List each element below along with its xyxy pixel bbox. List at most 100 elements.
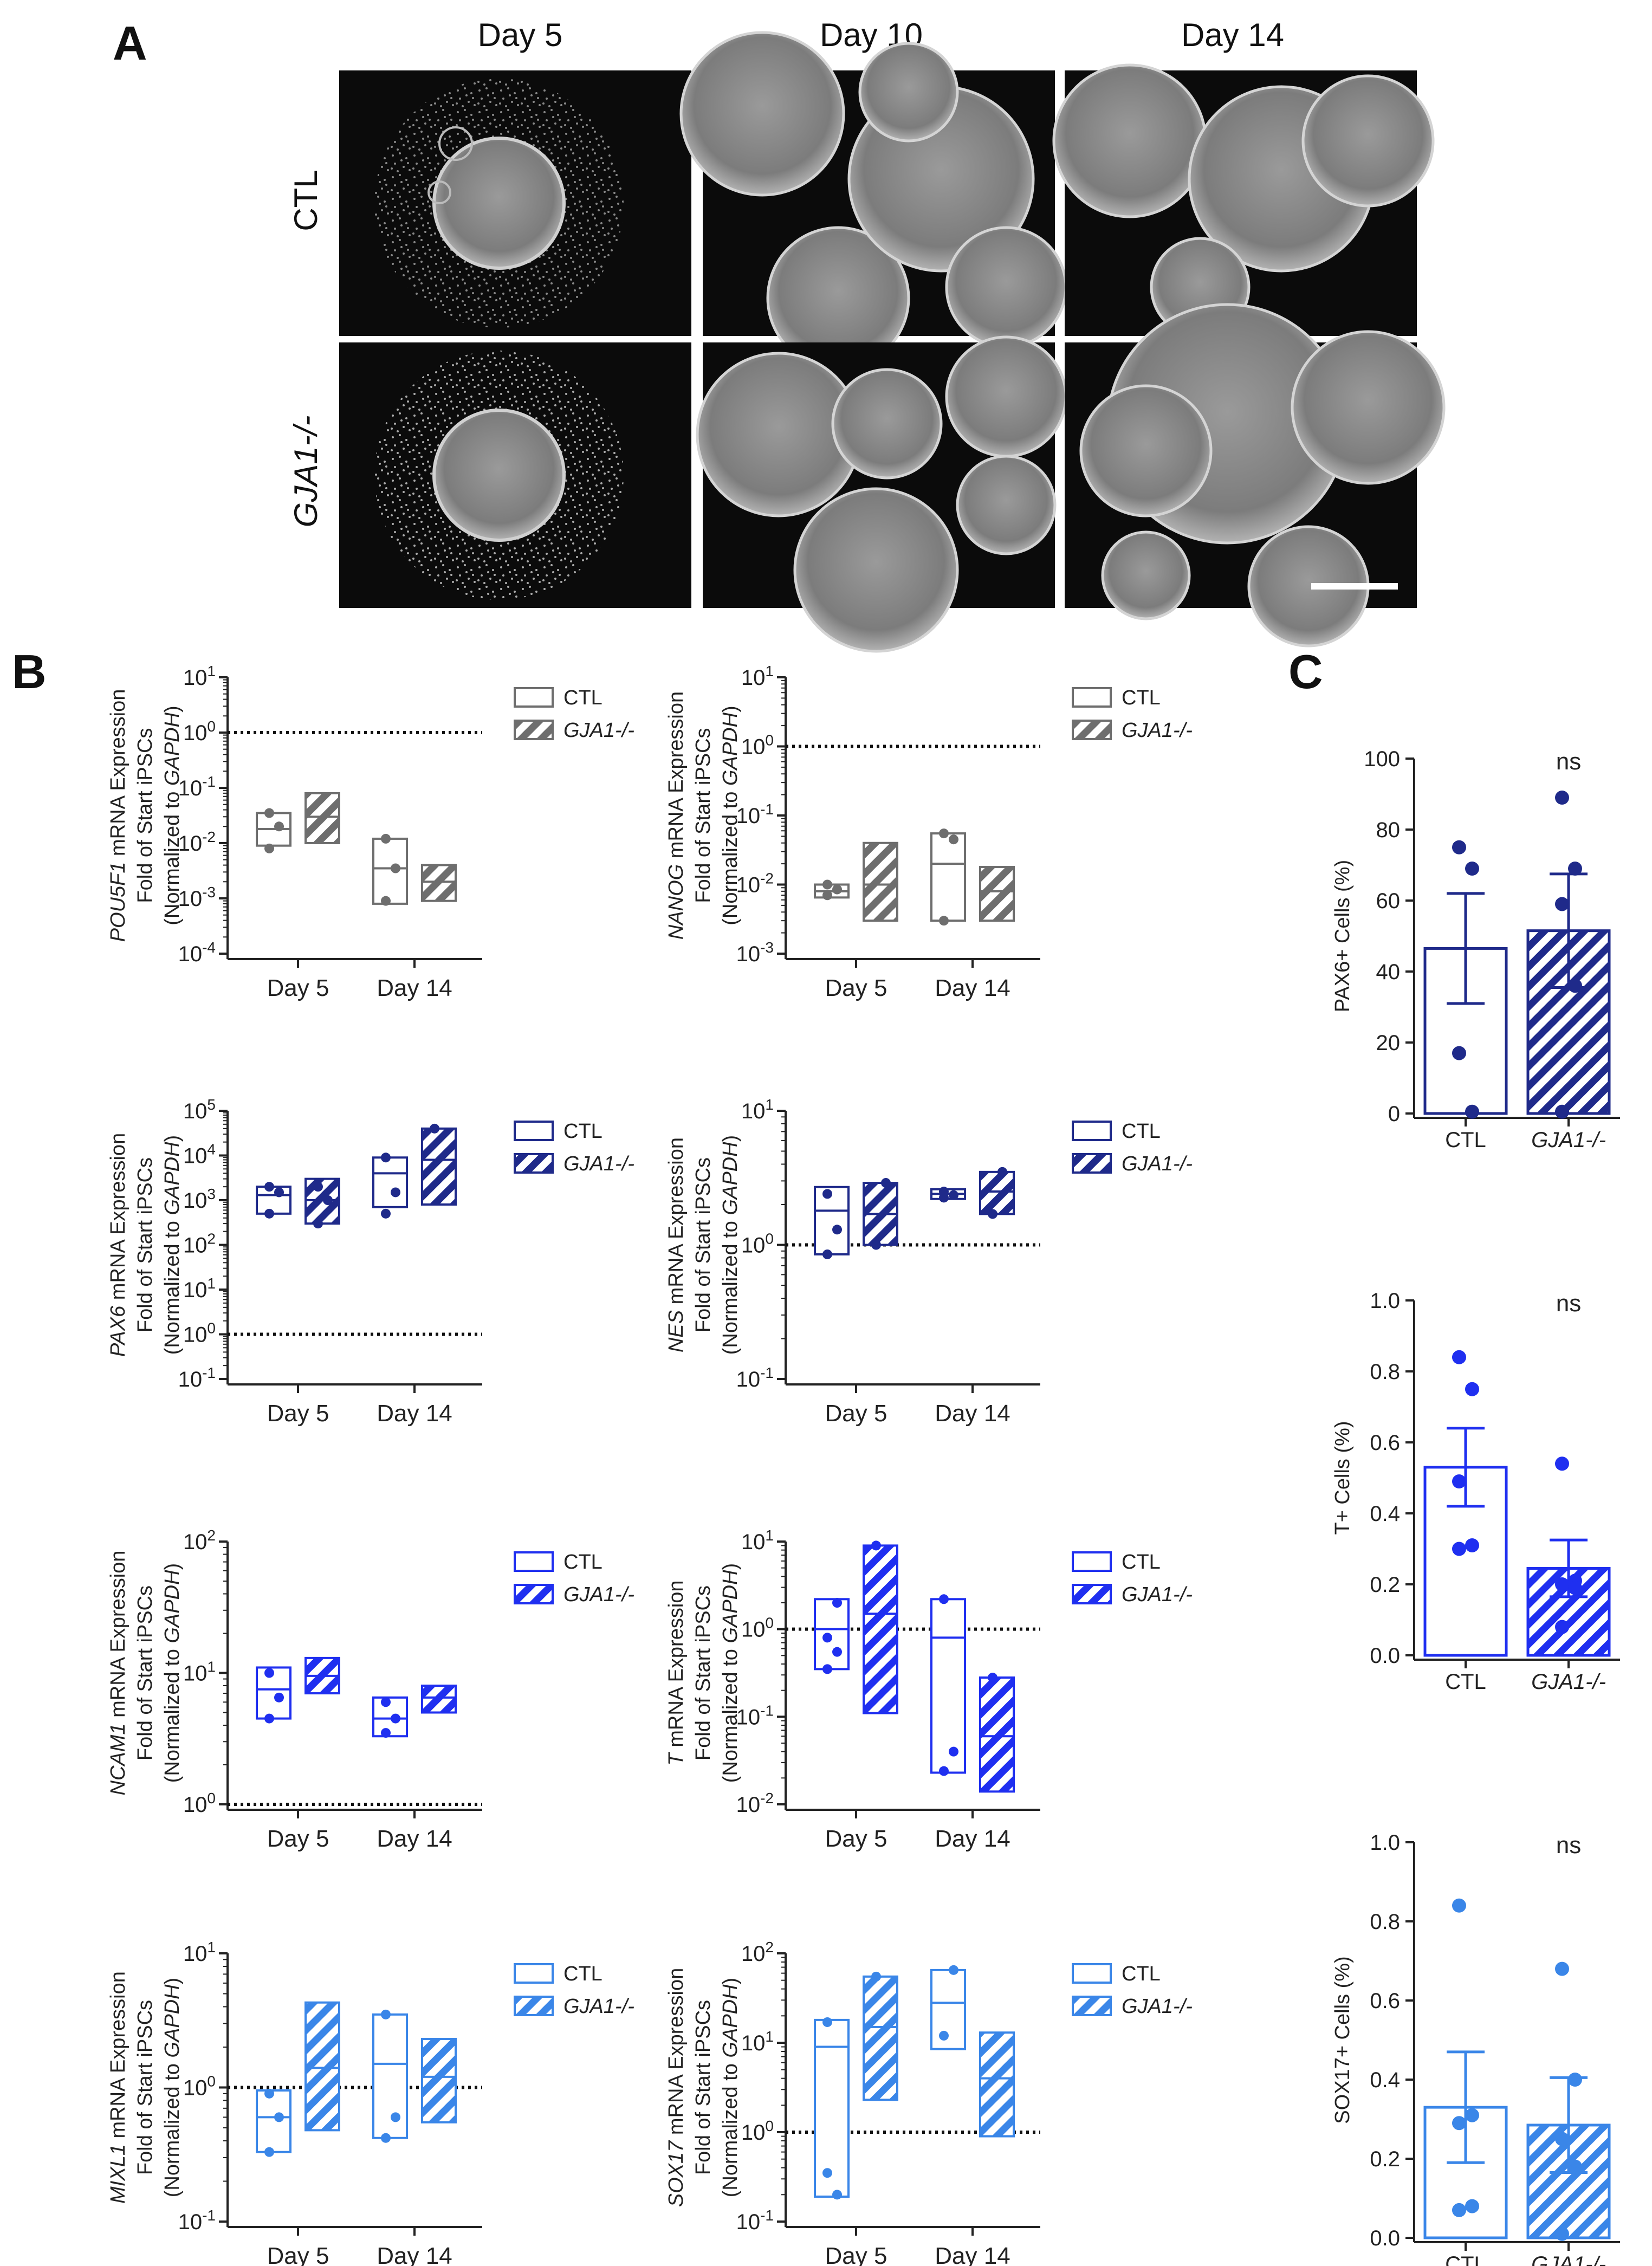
data-point <box>1452 840 1466 854</box>
y-tick-label: 103 <box>183 1186 216 1213</box>
y-label-close: ) <box>719 705 742 713</box>
data-point <box>391 1187 400 1197</box>
data-point <box>1568 1581 1582 1595</box>
y-axis-label: PAX6+ Cells (%) <box>1331 860 1354 1012</box>
data-point <box>997 1167 1007 1177</box>
y-label-gapdh: GAPDH <box>719 712 742 786</box>
data-point <box>1452 1350 1466 1364</box>
y-label-gene: T <box>665 1752 688 1766</box>
y-label-line2: Fold of Start iPSCs <box>134 1157 157 1332</box>
data-point <box>313 1182 323 1192</box>
x-tick-label: Day 14 <box>935 975 1010 1001</box>
data-point <box>871 1540 881 1551</box>
y-tick-label: 100 <box>741 2118 774 2145</box>
y-tick-exponent: 0 <box>207 1320 216 1337</box>
x-tick-label: Day 14 <box>377 1825 452 1852</box>
data-point <box>274 2112 284 2122</box>
data-point <box>264 1208 274 1219</box>
legend-label-ctl: CTL <box>563 1963 603 1985</box>
y-label-norm: (Normalized to <box>161 786 184 925</box>
y-label-line1: NES mRNA Expression <box>665 1137 688 1352</box>
significance-label: ns <box>1556 1290 1581 1317</box>
column-title-0: Day 5 <box>478 17 563 53</box>
y-label-line2: Fold of Start iPSCs <box>134 728 157 903</box>
y-tick-label: 0.8 <box>1370 1360 1400 1384</box>
data-point <box>381 1728 391 1738</box>
y-label-close: ) <box>161 1563 184 1570</box>
y-tick-exponent: 0 <box>765 2118 774 2134</box>
x-tick-label: Day 14 <box>935 2243 1010 2266</box>
legend-swatch-ko <box>514 720 554 740</box>
y-tick-exponent: 1 <box>207 1939 216 1956</box>
data-point <box>1555 1456 1569 1471</box>
y-label-line1: PAX6 mRNA Expression <box>107 1133 129 1357</box>
data-point <box>391 2112 400 2122</box>
y-label-gapdh: GAPDH <box>161 712 184 786</box>
y-tick-exponent: 0 <box>207 2073 216 2090</box>
data-point <box>822 879 832 890</box>
legend-label-ctl: CTL <box>563 687 603 709</box>
data-point <box>430 1123 439 1134</box>
data-point <box>939 1187 949 1197</box>
ctl-floating-bar <box>256 2089 291 2153</box>
y-tick-label: 10-1 <box>736 1702 774 1729</box>
y-tick-label: 0.4 <box>1370 1502 1400 1526</box>
y-tick-exponent: 0 <box>765 732 774 749</box>
ctl-floating-bar <box>372 2013 408 2139</box>
legend-swatch-ctl <box>514 1121 554 1141</box>
y-axis-label: T mRNA Expression Fold of Start iPSCs (Nor… <box>665 1563 742 1783</box>
y-label-line1: SOX17 mRNA Expression <box>665 1968 688 2207</box>
data-point <box>1465 2199 1479 2213</box>
y-tick-label: 100 <box>183 2073 216 2100</box>
x-tick-label: CTL <box>1445 1128 1486 1152</box>
y-label-norm: (Normalized to <box>719 1215 742 1355</box>
legend-swatch-ko <box>1072 720 1112 740</box>
y-tick-label: 100 <box>183 1320 216 1347</box>
y-tick-label: 101 <box>741 663 774 690</box>
y-tick-exponent: 1 <box>765 1527 774 1544</box>
y-tick-exponent: -4 <box>202 939 216 956</box>
data-point <box>1452 1474 1466 1489</box>
data-point <box>1452 2203 1466 2217</box>
y-tick-label: 10-1 <box>736 801 774 828</box>
y-tick-label: 10-1 <box>178 2207 216 2234</box>
data-point <box>1465 2108 1479 2122</box>
y-tick-label: 100 <box>183 1790 216 1817</box>
ko-floating-bar <box>305 792 340 844</box>
ctl-floating-bar <box>814 2018 850 2198</box>
x-tick-label: Day 5 <box>267 1825 329 1852</box>
y-tick-exponent: 5 <box>207 1096 216 1113</box>
ko-floating-bar <box>421 1127 457 1206</box>
y-tick-label: 100 <box>183 718 216 745</box>
data-point <box>1555 1577 1569 1591</box>
ko-floating-bar <box>863 841 898 922</box>
y-tick-label: 10-4 <box>178 939 216 966</box>
y-tick-label: 0.2 <box>1370 1573 1400 1597</box>
data-point <box>1452 1898 1466 1913</box>
y-axis-label: POU5F1 mRNA Expression Fold of Start iPSC… <box>107 689 184 942</box>
ctl-floating-bar <box>814 1186 850 1255</box>
y-label-close: ) <box>719 1978 742 1985</box>
y-label-line3: (Normalized to GAPDH) <box>161 1978 184 2197</box>
data-point <box>381 1208 391 1219</box>
legend-label-ko: GJA1-/- <box>563 719 634 742</box>
data-point <box>381 1153 391 1163</box>
legend-label-ko: GJA1-/- <box>1122 719 1193 742</box>
y-tick-label: 100 <box>1364 747 1400 771</box>
x-tick-label: Day 5 <box>267 1400 329 1427</box>
y-tick-label: 10-1 <box>736 2207 774 2234</box>
y-tick-label: 102 <box>183 1527 216 1554</box>
data-point <box>1555 897 1569 911</box>
data-point <box>1555 1620 1569 1634</box>
legend-swatch-ctl <box>1072 1121 1112 1141</box>
legend-label-ctl: CTL <box>563 1120 603 1143</box>
legend-label-ko: GJA1-/- <box>563 1995 634 2018</box>
y-tick-label: 101 <box>741 1527 774 1554</box>
y-tick-label: 1.0 <box>1370 1289 1400 1313</box>
y-label-line3: (Normalized to GAPDH) <box>719 1563 742 1783</box>
data-point <box>264 1668 274 1678</box>
data-point <box>1465 1382 1479 1396</box>
y-label-gapdh: GAPDH <box>161 1142 184 1215</box>
data-point <box>313 1219 323 1229</box>
